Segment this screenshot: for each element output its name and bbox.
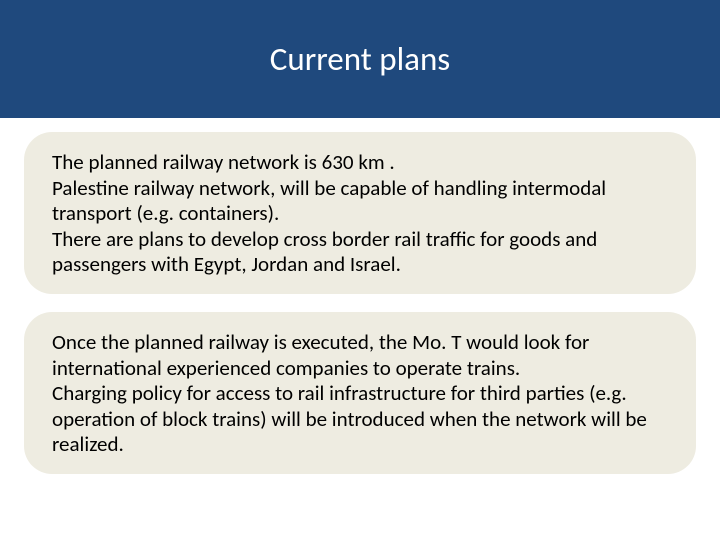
slide-title: Current plans — [270, 39, 450, 79]
card-2-text: Once the planned railway is executed, th… — [52, 330, 668, 458]
slide-header: Current plans — [0, 0, 720, 118]
content-card-2: Once the planned railway is executed, th… — [24, 312, 696, 474]
card-1-text: The planned railway network is 630 km .P… — [52, 150, 668, 278]
content-card-1: The planned railway network is 630 km .P… — [24, 132, 696, 294]
